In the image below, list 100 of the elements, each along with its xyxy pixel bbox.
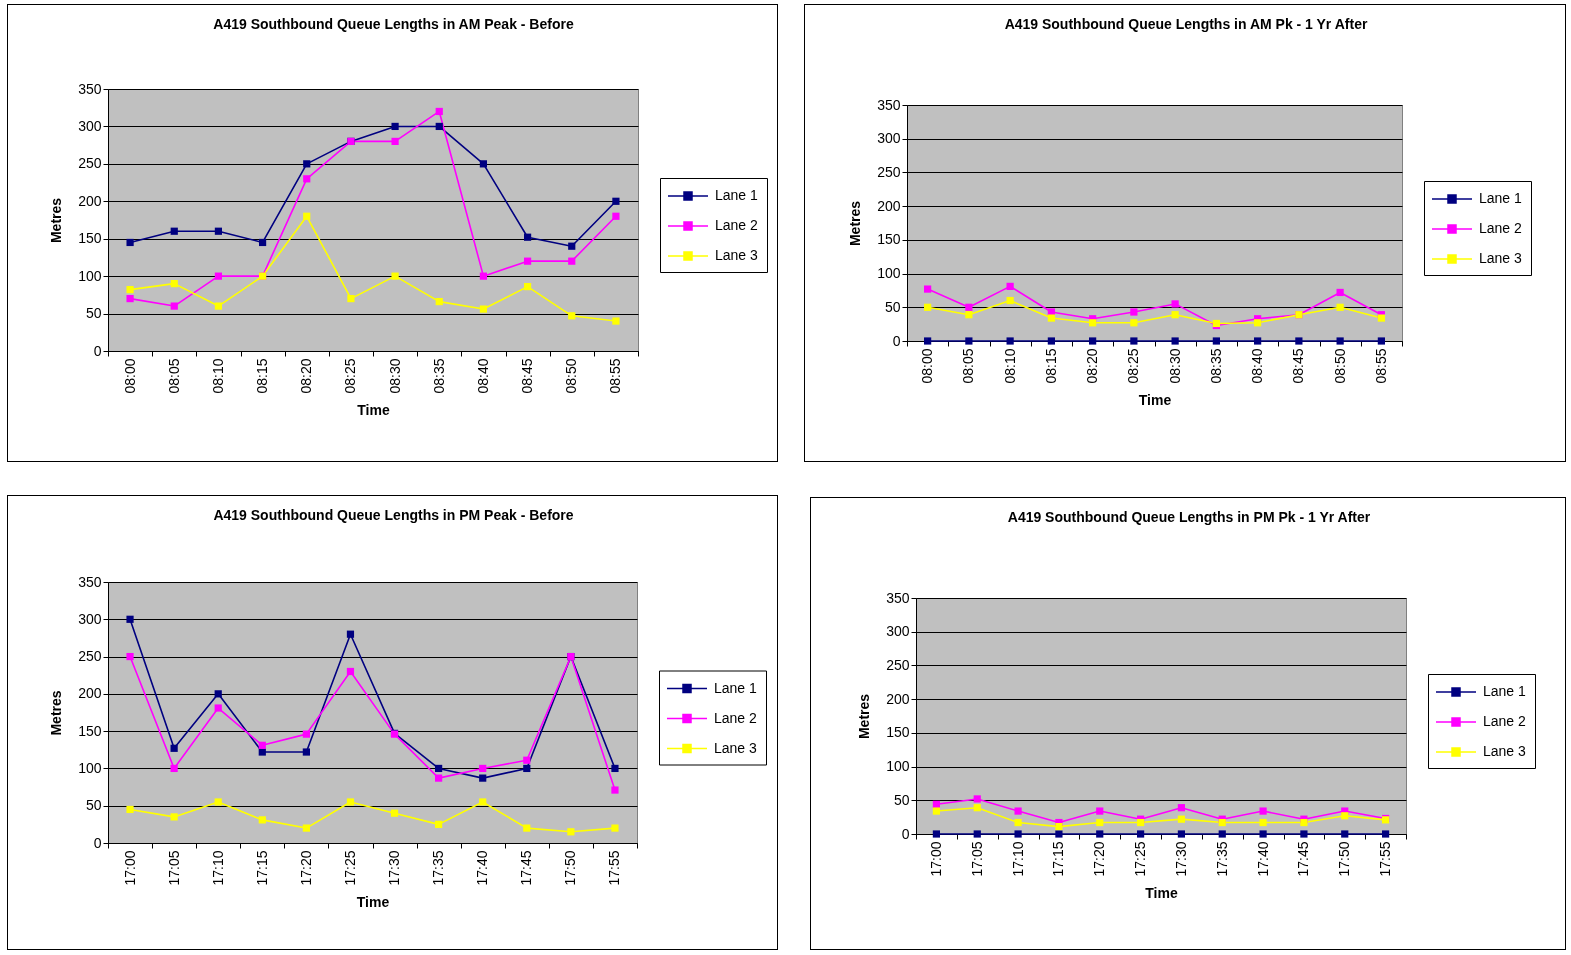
point <box>170 744 178 752</box>
y-tick-label: 100 <box>886 758 910 775</box>
x-tick-label: 17:40 <box>474 850 491 886</box>
point <box>170 764 178 773</box>
point <box>612 317 620 325</box>
x-tick-label: 08:45 <box>1290 348 1307 384</box>
point <box>1130 308 1138 316</box>
y-tick-label: 300 <box>78 117 102 134</box>
point <box>1218 818 1226 827</box>
x-tick-label: 08:05 <box>165 358 182 394</box>
point <box>1381 830 1390 838</box>
x-axis-title: Time <box>1145 884 1178 901</box>
x-tick-label: 17:05 <box>165 850 182 886</box>
point <box>1055 822 1063 831</box>
y-tick-label: 0 <box>901 825 910 842</box>
point <box>568 242 576 250</box>
legend-label: Lane 3 <box>714 739 758 756</box>
x-tick-label: 17:00 <box>927 841 944 877</box>
point <box>1096 830 1104 838</box>
x-tick-label: 08:15 <box>1042 348 1059 384</box>
point <box>611 824 619 832</box>
y-tick-label: 100 <box>877 265 901 282</box>
point <box>1171 300 1179 308</box>
point <box>479 764 487 773</box>
x-tick-label: 08:20 <box>1084 348 1101 384</box>
y-tick-label: 200 <box>78 192 102 209</box>
point <box>973 830 981 838</box>
point <box>965 337 973 345</box>
point <box>924 285 932 293</box>
point <box>1047 314 1055 322</box>
point <box>1089 337 1097 345</box>
y-tick-label: 200 <box>886 690 910 707</box>
point <box>523 257 532 265</box>
y-tick-label: 50 <box>85 305 102 322</box>
y-tick-label: 200 <box>78 685 102 702</box>
x-tick-label: 08:05 <box>960 348 977 384</box>
point <box>1047 337 1055 345</box>
point <box>1341 812 1349 820</box>
x-tick-label: 08:50 <box>563 358 580 394</box>
point <box>1177 815 1186 823</box>
point <box>126 238 134 247</box>
point <box>1130 337 1138 345</box>
point <box>391 137 399 146</box>
y-tick-label: 300 <box>886 623 910 640</box>
point <box>965 311 973 319</box>
point <box>347 294 355 303</box>
point <box>302 730 310 738</box>
x-tick-label: 17:10 <box>1009 841 1026 877</box>
point <box>1136 818 1145 827</box>
point <box>1089 319 1097 327</box>
point <box>390 809 399 817</box>
point <box>1254 319 1262 327</box>
point <box>1136 830 1145 838</box>
legend-label: Lane 2 <box>1483 713 1527 729</box>
point <box>1130 319 1138 327</box>
x-tick-label: 17:45 <box>518 850 535 886</box>
point <box>932 807 941 815</box>
y-tick-label: 350 <box>877 96 901 113</box>
x-tick-label: 17:30 <box>1172 841 1189 877</box>
point <box>1096 807 1104 815</box>
legend-label: Lane 1 <box>1479 190 1523 206</box>
point <box>1055 830 1063 838</box>
point <box>612 197 620 205</box>
x-tick-label: 17:25 <box>1132 841 1149 877</box>
point <box>612 212 620 220</box>
legend-label: Lane 3 <box>1479 250 1523 266</box>
x-tick-label: 08:35 <box>1207 348 1224 384</box>
y-tick-label: 200 <box>877 197 901 214</box>
point <box>1006 282 1014 290</box>
x-tick-label: 17:15 <box>1050 841 1067 877</box>
point <box>611 786 619 794</box>
point <box>568 257 576 265</box>
y-tick-label: 350 <box>78 573 102 590</box>
point <box>1341 830 1349 838</box>
x-axis-title: Time <box>356 893 390 910</box>
point <box>973 804 981 812</box>
legend-label: Lane 1 <box>1483 683 1527 699</box>
point <box>523 764 531 773</box>
point <box>479 774 487 782</box>
point <box>435 297 443 306</box>
point <box>1006 337 1014 345</box>
x-tick-label: 08:40 <box>474 358 491 394</box>
point <box>214 690 222 698</box>
point <box>170 302 178 310</box>
y-tick-label: 50 <box>85 797 102 814</box>
point <box>258 741 266 749</box>
point <box>924 303 932 311</box>
point <box>170 280 178 288</box>
x-tick-label: 08:45 <box>519 358 536 394</box>
legend-label: Lane 1 <box>715 187 759 203</box>
x-tick-label: 17:35 <box>1213 841 1230 877</box>
y-tick-label: 150 <box>78 722 102 739</box>
point <box>258 816 266 824</box>
y-tick-label: 100 <box>78 759 102 776</box>
x-tick-label: 08:00 <box>121 358 138 394</box>
point <box>214 798 222 806</box>
y-tick-label: 50 <box>893 791 910 808</box>
point <box>435 122 443 131</box>
legend-label: Lane 2 <box>715 217 759 233</box>
point <box>303 175 311 183</box>
